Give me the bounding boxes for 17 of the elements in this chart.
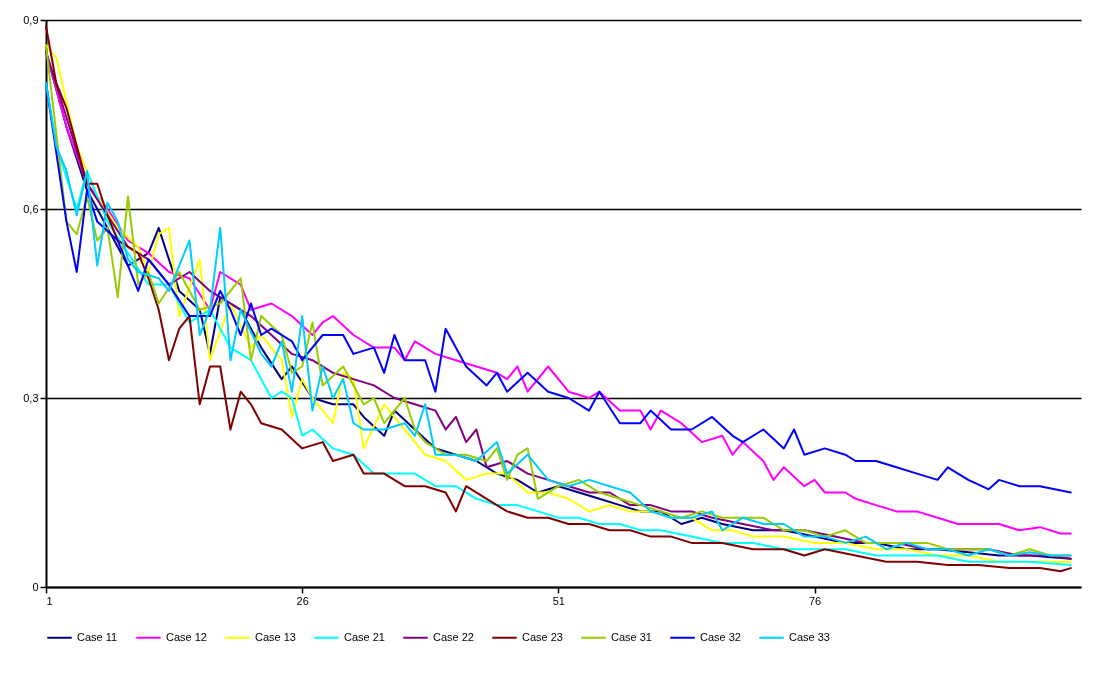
- legend-label: Case 22: [433, 630, 474, 643]
- x-tick-label: 76: [808, 594, 822, 607]
- legend-label: Case 32: [700, 630, 741, 643]
- legend-label: Case 11: [77, 630, 118, 643]
- legend-label: Case 12: [166, 630, 207, 643]
- legend-label: Case 23: [522, 630, 563, 643]
- y-tick-label: 0,6: [23, 202, 39, 215]
- y-tick-label: 0,3: [23, 391, 39, 404]
- y-tick-label: 0: [32, 580, 39, 593]
- legend-label: Case 21: [344, 630, 385, 643]
- legend-label: Case 33: [789, 630, 830, 643]
- legend-label: Case 13: [255, 630, 296, 643]
- y-tick-label: 0,9: [23, 13, 39, 26]
- legend-label: Case 31: [611, 630, 652, 643]
- x-tick-label: 1: [46, 594, 53, 607]
- x-tick-label: 26: [296, 594, 309, 607]
- x-tick-label: 51: [552, 594, 565, 607]
